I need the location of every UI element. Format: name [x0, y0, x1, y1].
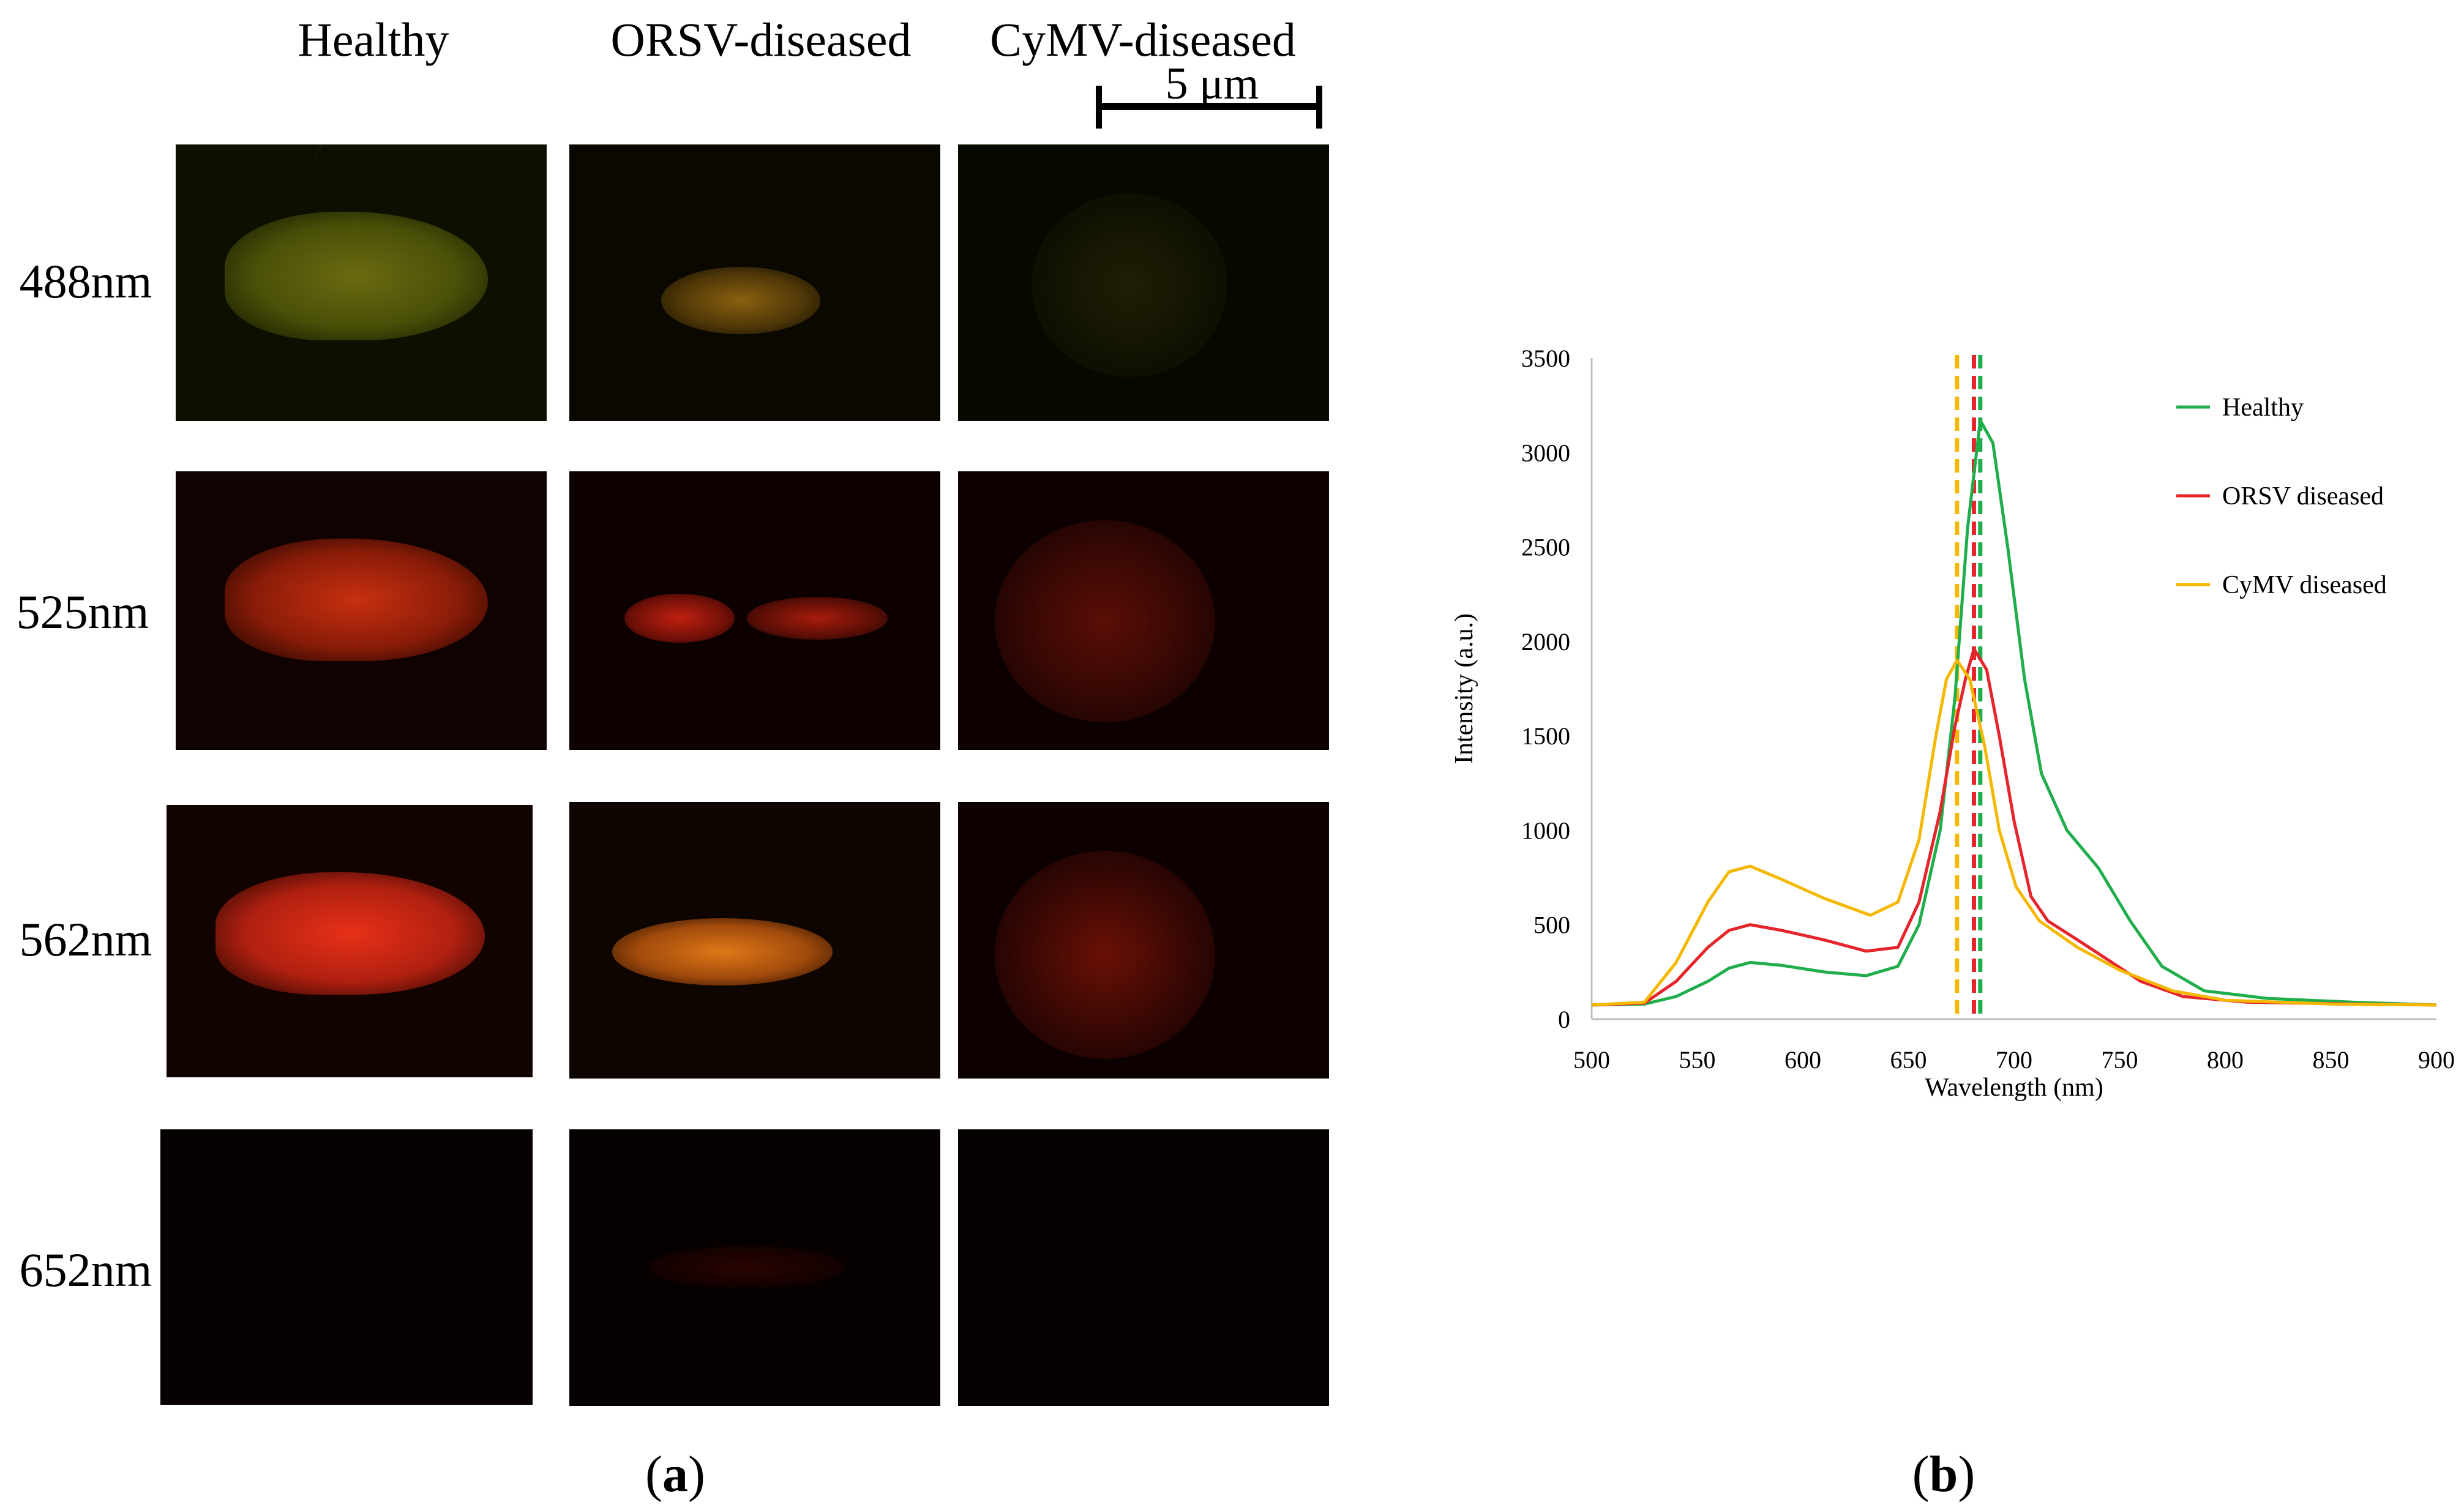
micrograph-healthy-652nm: [160, 1129, 533, 1405]
y-tick-label: 1000: [1521, 817, 1570, 844]
micrograph-cymv-562nm: [958, 802, 1329, 1079]
column-title-healthy: Healthy: [298, 13, 449, 66]
scale-bar-tick-left: [1096, 86, 1102, 129]
micrograph-healthy-562nm: [167, 805, 533, 1077]
micrograph-orsv-562nm: [569, 802, 940, 1079]
legend-label: ORSV diseased: [2222, 482, 2384, 510]
micrograph-orsv-525nm: [569, 471, 940, 750]
row-label-652: 652nm: [19, 1243, 152, 1296]
row-label-562: 562nm: [19, 913, 152, 966]
x-tick-label: 750: [2102, 1046, 2138, 1074]
x-tick-label: 900: [2418, 1046, 2455, 1074]
micrograph-cymv-488nm: [958, 144, 1329, 421]
scale-bar-label: 5 μm: [1165, 59, 1259, 109]
chart-axes: 500 550 600 650 700 750 800 850 9000500100015002…: [1521, 345, 2455, 1074]
scale-bar-line: [1096, 103, 1322, 110]
row-label-488: 488nm: [19, 255, 152, 308]
x-tick-label: 550: [1679, 1046, 1716, 1074]
y-axis-label: Intensity (a.u.): [1450, 613, 1478, 764]
series-line: [1591, 419, 2437, 1007]
x-tick-label: 800: [2207, 1046, 2244, 1074]
column-title-cymv: CyMV-diseased: [990, 13, 1296, 66]
panel-label-a: (a): [645, 1446, 705, 1503]
spectrum-chart: 500 550 600 650 700 750 800 850 9000500100015002…: [1450, 345, 2455, 1102]
y-tick-label: 0: [1558, 1006, 1570, 1033]
series-line: [1591, 659, 2437, 1007]
micrograph-healthy-488nm: [176, 144, 547, 421]
legend-label: Healthy: [2222, 394, 2304, 422]
micrograph-orsv-652nm: [569, 1129, 940, 1406]
panel-label-b: (b): [1912, 1446, 1975, 1503]
y-tick-label: 500: [1533, 911, 1570, 939]
column-title-orsv: ORSV-diseased: [610, 13, 912, 66]
micrograph-cymv-525nm: [958, 471, 1329, 750]
x-tick-label: 500: [1573, 1046, 1610, 1074]
row-label-525: 525nm: [16, 585, 149, 638]
y-tick-label: 2000: [1521, 628, 1570, 656]
legend-label: CyMV diseased: [2222, 571, 2387, 599]
micrograph-cymv-652nm: [958, 1129, 1329, 1406]
series-line: [1591, 647, 2437, 1007]
scale-bar-tick-right: [1316, 86, 1322, 129]
x-tick-label: 650: [1890, 1046, 1927, 1074]
x-tick-label: 700: [1996, 1046, 2032, 1074]
micrograph-healthy-525nm: [176, 471, 547, 750]
x-tick-label: 850: [2313, 1046, 2350, 1074]
x-axis-label: Wavelength (nm): [1925, 1074, 2103, 1102]
x-tick-label: 600: [1784, 1046, 1821, 1074]
chart-series: [1591, 419, 2437, 1007]
micrograph-orsv-488nm: [569, 144, 940, 421]
y-tick-label: 3000: [1521, 439, 1570, 466]
y-tick-label: 1500: [1521, 722, 1570, 750]
y-tick-label: 3500: [1521, 345, 1570, 372]
chart-legend: Healthy ORSV diseased CyMV diseased: [2176, 394, 2387, 599]
y-tick-label: 2500: [1521, 534, 1570, 561]
panel-a-microscopy-grid: Healthy ORSV-diseased CyMV-diseased 5 μm…: [16, 13, 1329, 1503]
